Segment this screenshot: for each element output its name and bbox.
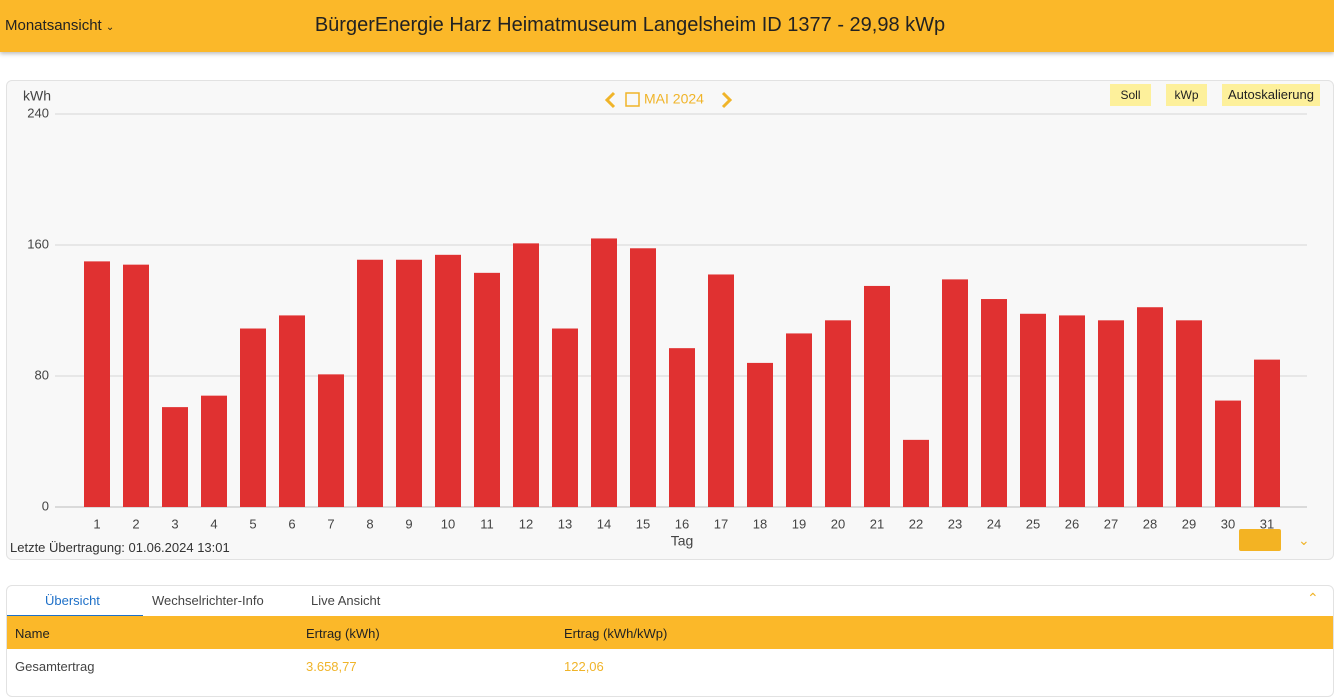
cell: 3.658,77 bbox=[306, 659, 357, 674]
x-tick-label: 31 bbox=[1260, 516, 1274, 531]
dropdown-icon: ⌄ bbox=[105, 22, 115, 33]
info-panel: Übersicht Wechselrichter-Info Live Ansic… bbox=[6, 585, 1334, 697]
autoscale-button[interactable]: Autoskalierung bbox=[1222, 84, 1320, 106]
table-row: Gesamtertrag 3.658,77 122,06 bbox=[7, 649, 1333, 682]
bar bbox=[84, 261, 110, 507]
bar bbox=[630, 248, 656, 507]
bar bbox=[435, 254, 461, 507]
bar bbox=[1137, 307, 1163, 507]
y-tick-label: 80 bbox=[35, 367, 49, 382]
cell: 122,06 bbox=[564, 659, 604, 674]
x-tick-label: 17 bbox=[714, 516, 728, 531]
bar bbox=[1254, 359, 1280, 507]
x-tick-label: 13 bbox=[558, 516, 572, 531]
bar bbox=[1098, 320, 1124, 507]
tab[interactable]: Übersicht bbox=[45, 593, 100, 608]
x-tick-label: 28 bbox=[1143, 516, 1157, 531]
view-label: Monatsansicht bbox=[5, 17, 102, 34]
x-tick-label: 6 bbox=[288, 516, 295, 531]
x-tick-label: 22 bbox=[909, 516, 923, 531]
bar bbox=[1176, 320, 1202, 507]
bar bbox=[747, 362, 773, 507]
bar bbox=[396, 259, 422, 507]
column-header: Ertrag (kWh) bbox=[306, 626, 380, 641]
x-tick-label: 14 bbox=[597, 516, 611, 531]
page-title: BürgerEnergie Harz Heimatmuseum Langelsh… bbox=[314, 14, 946, 36]
x-tick-label: 26 bbox=[1065, 516, 1079, 531]
next-month[interactable] bbox=[721, 91, 733, 109]
bar bbox=[513, 243, 539, 508]
table-header: Name Ertrag (kWh) Ertrag (kWh/kWp) bbox=[7, 616, 1333, 649]
bar bbox=[942, 279, 968, 507]
bar bbox=[825, 320, 851, 507]
bar bbox=[591, 238, 617, 507]
x-tick-label: 21 bbox=[870, 516, 884, 531]
kwp-button[interactable]: kWp bbox=[1166, 84, 1207, 106]
bar bbox=[162, 407, 188, 507]
bar bbox=[474, 272, 500, 507]
x-tick-label: 19 bbox=[792, 516, 806, 531]
x-tick-label: 15 bbox=[636, 516, 650, 531]
y-tick-label: 0 bbox=[42, 498, 49, 513]
bar bbox=[357, 259, 383, 507]
x-axis-label: Tag bbox=[671, 533, 694, 549]
bar bbox=[240, 328, 266, 507]
bar bbox=[903, 439, 929, 507]
y-tick-label: 240 bbox=[27, 105, 49, 120]
x-tick-label: 10 bbox=[441, 516, 455, 531]
x-tick-label: 25 bbox=[1026, 516, 1040, 531]
bar bbox=[318, 374, 344, 507]
x-tick-label: 1 bbox=[93, 516, 100, 531]
expand-icon[interactable]: ⌄ bbox=[1298, 532, 1310, 548]
bar bbox=[201, 395, 227, 507]
app-header: Monatsansicht ⌄ BürgerEnergie Harz Heima… bbox=[0, 0, 1334, 52]
x-tick-label: 23 bbox=[948, 516, 962, 531]
x-tick-label: 30 bbox=[1221, 516, 1235, 531]
prev-month[interactable] bbox=[604, 91, 616, 109]
bar bbox=[552, 328, 578, 507]
bar bbox=[279, 315, 305, 507]
x-tick-label: 27 bbox=[1104, 516, 1118, 531]
collapse-icon[interactable]: ⌃ bbox=[1307, 590, 1319, 606]
view-select[interactable]: Monatsansicht ⌄ bbox=[5, 17, 114, 34]
x-tick-label: 9 bbox=[405, 516, 412, 531]
tab[interactable]: Live Ansicht bbox=[311, 593, 381, 608]
y-tick-label: 160 bbox=[27, 236, 49, 251]
x-tick-label: 20 bbox=[831, 516, 845, 531]
calendar-icon bbox=[625, 92, 640, 107]
x-tick-label: 8 bbox=[366, 516, 373, 531]
x-tick-label: 18 bbox=[753, 516, 767, 531]
x-tick-label: 16 bbox=[675, 516, 689, 531]
bar bbox=[669, 348, 695, 507]
bar bbox=[708, 274, 734, 507]
soll-button[interactable]: Soll bbox=[1110, 84, 1151, 106]
x-tick-label: 3 bbox=[171, 516, 178, 531]
x-tick-label: 12 bbox=[519, 516, 533, 531]
x-tick-label: 24 bbox=[987, 516, 1001, 531]
export-button[interactable] bbox=[1239, 529, 1281, 551]
bar bbox=[1215, 400, 1241, 507]
last-transfer: Letzte Übertragung: 01.06.2024 13:01 bbox=[10, 540, 230, 555]
x-tick-label: 11 bbox=[480, 516, 494, 531]
column-header: Ertrag (kWh/kWp) bbox=[564, 626, 668, 641]
bar bbox=[864, 285, 890, 507]
x-tick-label: 2 bbox=[132, 516, 139, 531]
y-axis-label: kWh bbox=[23, 88, 51, 104]
period-label[interactable]: MAI 2024 bbox=[644, 91, 704, 107]
bar bbox=[981, 299, 1007, 507]
x-tick-label: 7 bbox=[327, 516, 334, 531]
bar bbox=[123, 264, 149, 507]
bar bbox=[1020, 313, 1046, 507]
bar bbox=[1059, 315, 1085, 507]
x-tick-label: 29 bbox=[1182, 516, 1196, 531]
x-tick-label: 4 bbox=[210, 516, 217, 531]
tab[interactable]: Wechselrichter-Info bbox=[152, 593, 264, 608]
column-header: Name bbox=[15, 626, 50, 641]
bar bbox=[786, 333, 812, 507]
x-tick-label: 5 bbox=[249, 516, 256, 531]
cell: Gesamtertrag bbox=[15, 659, 95, 674]
